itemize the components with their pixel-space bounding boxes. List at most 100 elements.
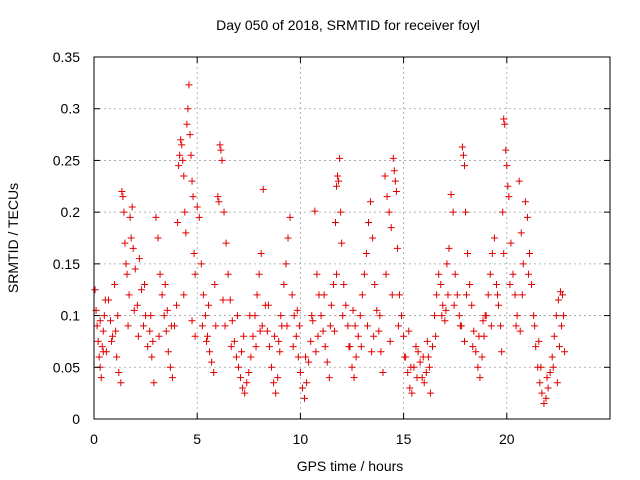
data-point [166, 363, 174, 371]
data-point [326, 322, 334, 330]
data-point [307, 337, 315, 345]
axis-ticks: 0 0.05 0.1 0.15 0.2 0.25 0.3 0.35 0 5 10 15 20 [53, 49, 610, 447]
data-point [98, 343, 106, 351]
data-point [383, 193, 391, 201]
data-point [560, 312, 568, 320]
data-point [414, 348, 422, 356]
data-point [443, 260, 451, 268]
data-point [459, 151, 467, 159]
data-point [247, 353, 255, 361]
data-point [474, 363, 482, 371]
data-point [517, 229, 525, 237]
data-point [323, 358, 331, 366]
data-point [118, 187, 126, 195]
data-point [284, 234, 292, 242]
data-point [536, 379, 544, 387]
data-point [360, 270, 368, 278]
data-point [490, 234, 498, 242]
data-point [369, 234, 377, 242]
data-point [290, 312, 298, 320]
data-point [320, 291, 328, 299]
data-point [289, 343, 297, 351]
data-point [470, 327, 478, 335]
data-point [319, 327, 327, 335]
data-point [252, 343, 260, 351]
data-point [521, 198, 529, 206]
data-point [125, 291, 133, 299]
data-point [160, 312, 168, 320]
data-point [334, 172, 342, 180]
data-point [329, 281, 337, 289]
data-point [526, 250, 534, 258]
data-point [392, 187, 400, 195]
data-point [258, 322, 266, 330]
data-point [428, 343, 436, 351]
data-point [128, 203, 136, 211]
data-point [358, 291, 366, 299]
data-point [94, 337, 102, 345]
data-point [212, 322, 220, 330]
data-point [175, 162, 183, 170]
data-point [419, 353, 427, 361]
data-point [368, 348, 376, 356]
data-point [469, 343, 477, 351]
data-point [535, 337, 543, 345]
data-point [333, 182, 341, 190]
grid [94, 57, 610, 419]
x-tick-label: 5 [193, 431, 201, 447]
data-point [523, 213, 531, 221]
data-point [338, 239, 346, 247]
data-point [189, 193, 197, 201]
data-point [112, 327, 120, 335]
data-point [335, 177, 343, 185]
data-point [111, 281, 119, 289]
data-point [167, 322, 175, 330]
data-point [93, 322, 101, 330]
data-point [95, 353, 103, 361]
data-point [449, 208, 457, 216]
y-tick-label: 0.25 [53, 152, 80, 168]
data-point [140, 322, 148, 330]
data-point [174, 218, 182, 226]
data-point [458, 143, 466, 151]
data-point [390, 167, 398, 175]
data-point [370, 332, 378, 340]
data-point [298, 384, 306, 392]
data-point [277, 312, 285, 320]
data-point [228, 317, 236, 325]
data-point [184, 105, 192, 113]
data-point [241, 389, 249, 397]
data-point [211, 281, 219, 289]
data-point [91, 286, 99, 294]
data-point [500, 250, 508, 258]
data-point [444, 291, 452, 299]
data-point [150, 379, 158, 387]
y-tick-label: 0.2 [61, 204, 81, 220]
data-point [238, 348, 246, 356]
data-point [441, 317, 449, 325]
data-point [177, 136, 185, 144]
data-point [435, 270, 443, 278]
data-point [240, 332, 248, 340]
data-point [237, 374, 245, 382]
data-point [272, 389, 280, 397]
data-point [148, 353, 156, 361]
y-axis-label: SRMTID / TECUs [5, 183, 21, 293]
data-point [559, 291, 567, 299]
data-point [191, 270, 199, 278]
data-point [99, 327, 107, 335]
data-point [408, 389, 416, 397]
data-point [193, 203, 201, 211]
data-point [202, 337, 210, 345]
data-point [342, 301, 350, 309]
data-point [292, 332, 300, 340]
data-point [379, 368, 387, 376]
data-point [339, 312, 347, 320]
data-point [134, 332, 142, 340]
data-point [276, 348, 284, 356]
data-point [308, 312, 316, 320]
data-point [130, 306, 138, 314]
data-point [155, 332, 163, 340]
data-point [303, 379, 311, 387]
data-point [222, 239, 230, 247]
